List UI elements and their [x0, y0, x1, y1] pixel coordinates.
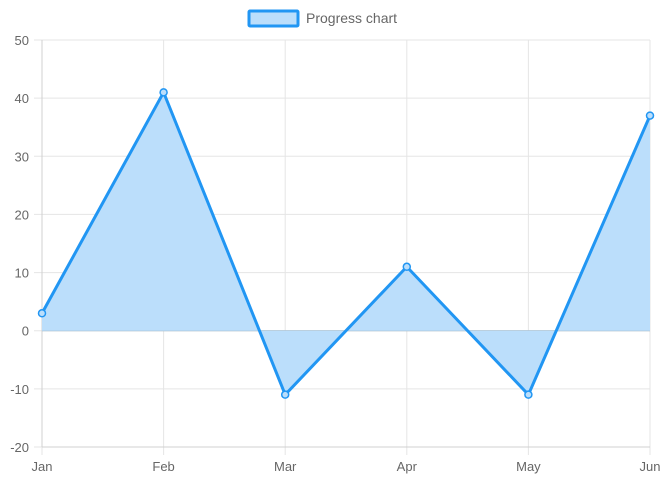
y-tick-label: 40 [15, 91, 29, 106]
data-point[interactable] [159, 88, 168, 97]
data-point[interactable] [524, 390, 533, 399]
x-tick-label: Jun [640, 459, 661, 474]
y-tick-label: -10 [10, 382, 29, 397]
legend[interactable]: Progress chart [247, 9, 397, 28]
data-point[interactable] [402, 262, 412, 272]
series-line [40, 88, 652, 398]
data-point[interactable] [37, 309, 47, 318]
series-area-fill [42, 92, 650, 395]
y-tick-label: 30 [15, 149, 29, 164]
line-layer [40, 88, 652, 398]
legend-label[interactable]: Progress chart [306, 10, 397, 26]
x-tick-label: Mar [274, 459, 297, 474]
data-point[interactable] [645, 111, 655, 120]
y-tick-label: 10 [15, 266, 29, 281]
x-tick-label: Feb [152, 459, 174, 474]
y-tick-label: 20 [15, 207, 29, 222]
x-tick-label: May [516, 459, 541, 474]
data-point[interactable] [280, 390, 290, 399]
x-tick-label: Apr [397, 459, 418, 474]
x-tick-label: Jan [32, 459, 53, 474]
area-layer [42, 92, 650, 395]
point-layer [37, 88, 655, 399]
legend-swatch[interactable] [247, 9, 300, 28]
y-tick-label: 0 [22, 324, 29, 339]
y-tick-label: -20 [10, 440, 29, 455]
y-tick-label: 50 [15, 33, 29, 48]
